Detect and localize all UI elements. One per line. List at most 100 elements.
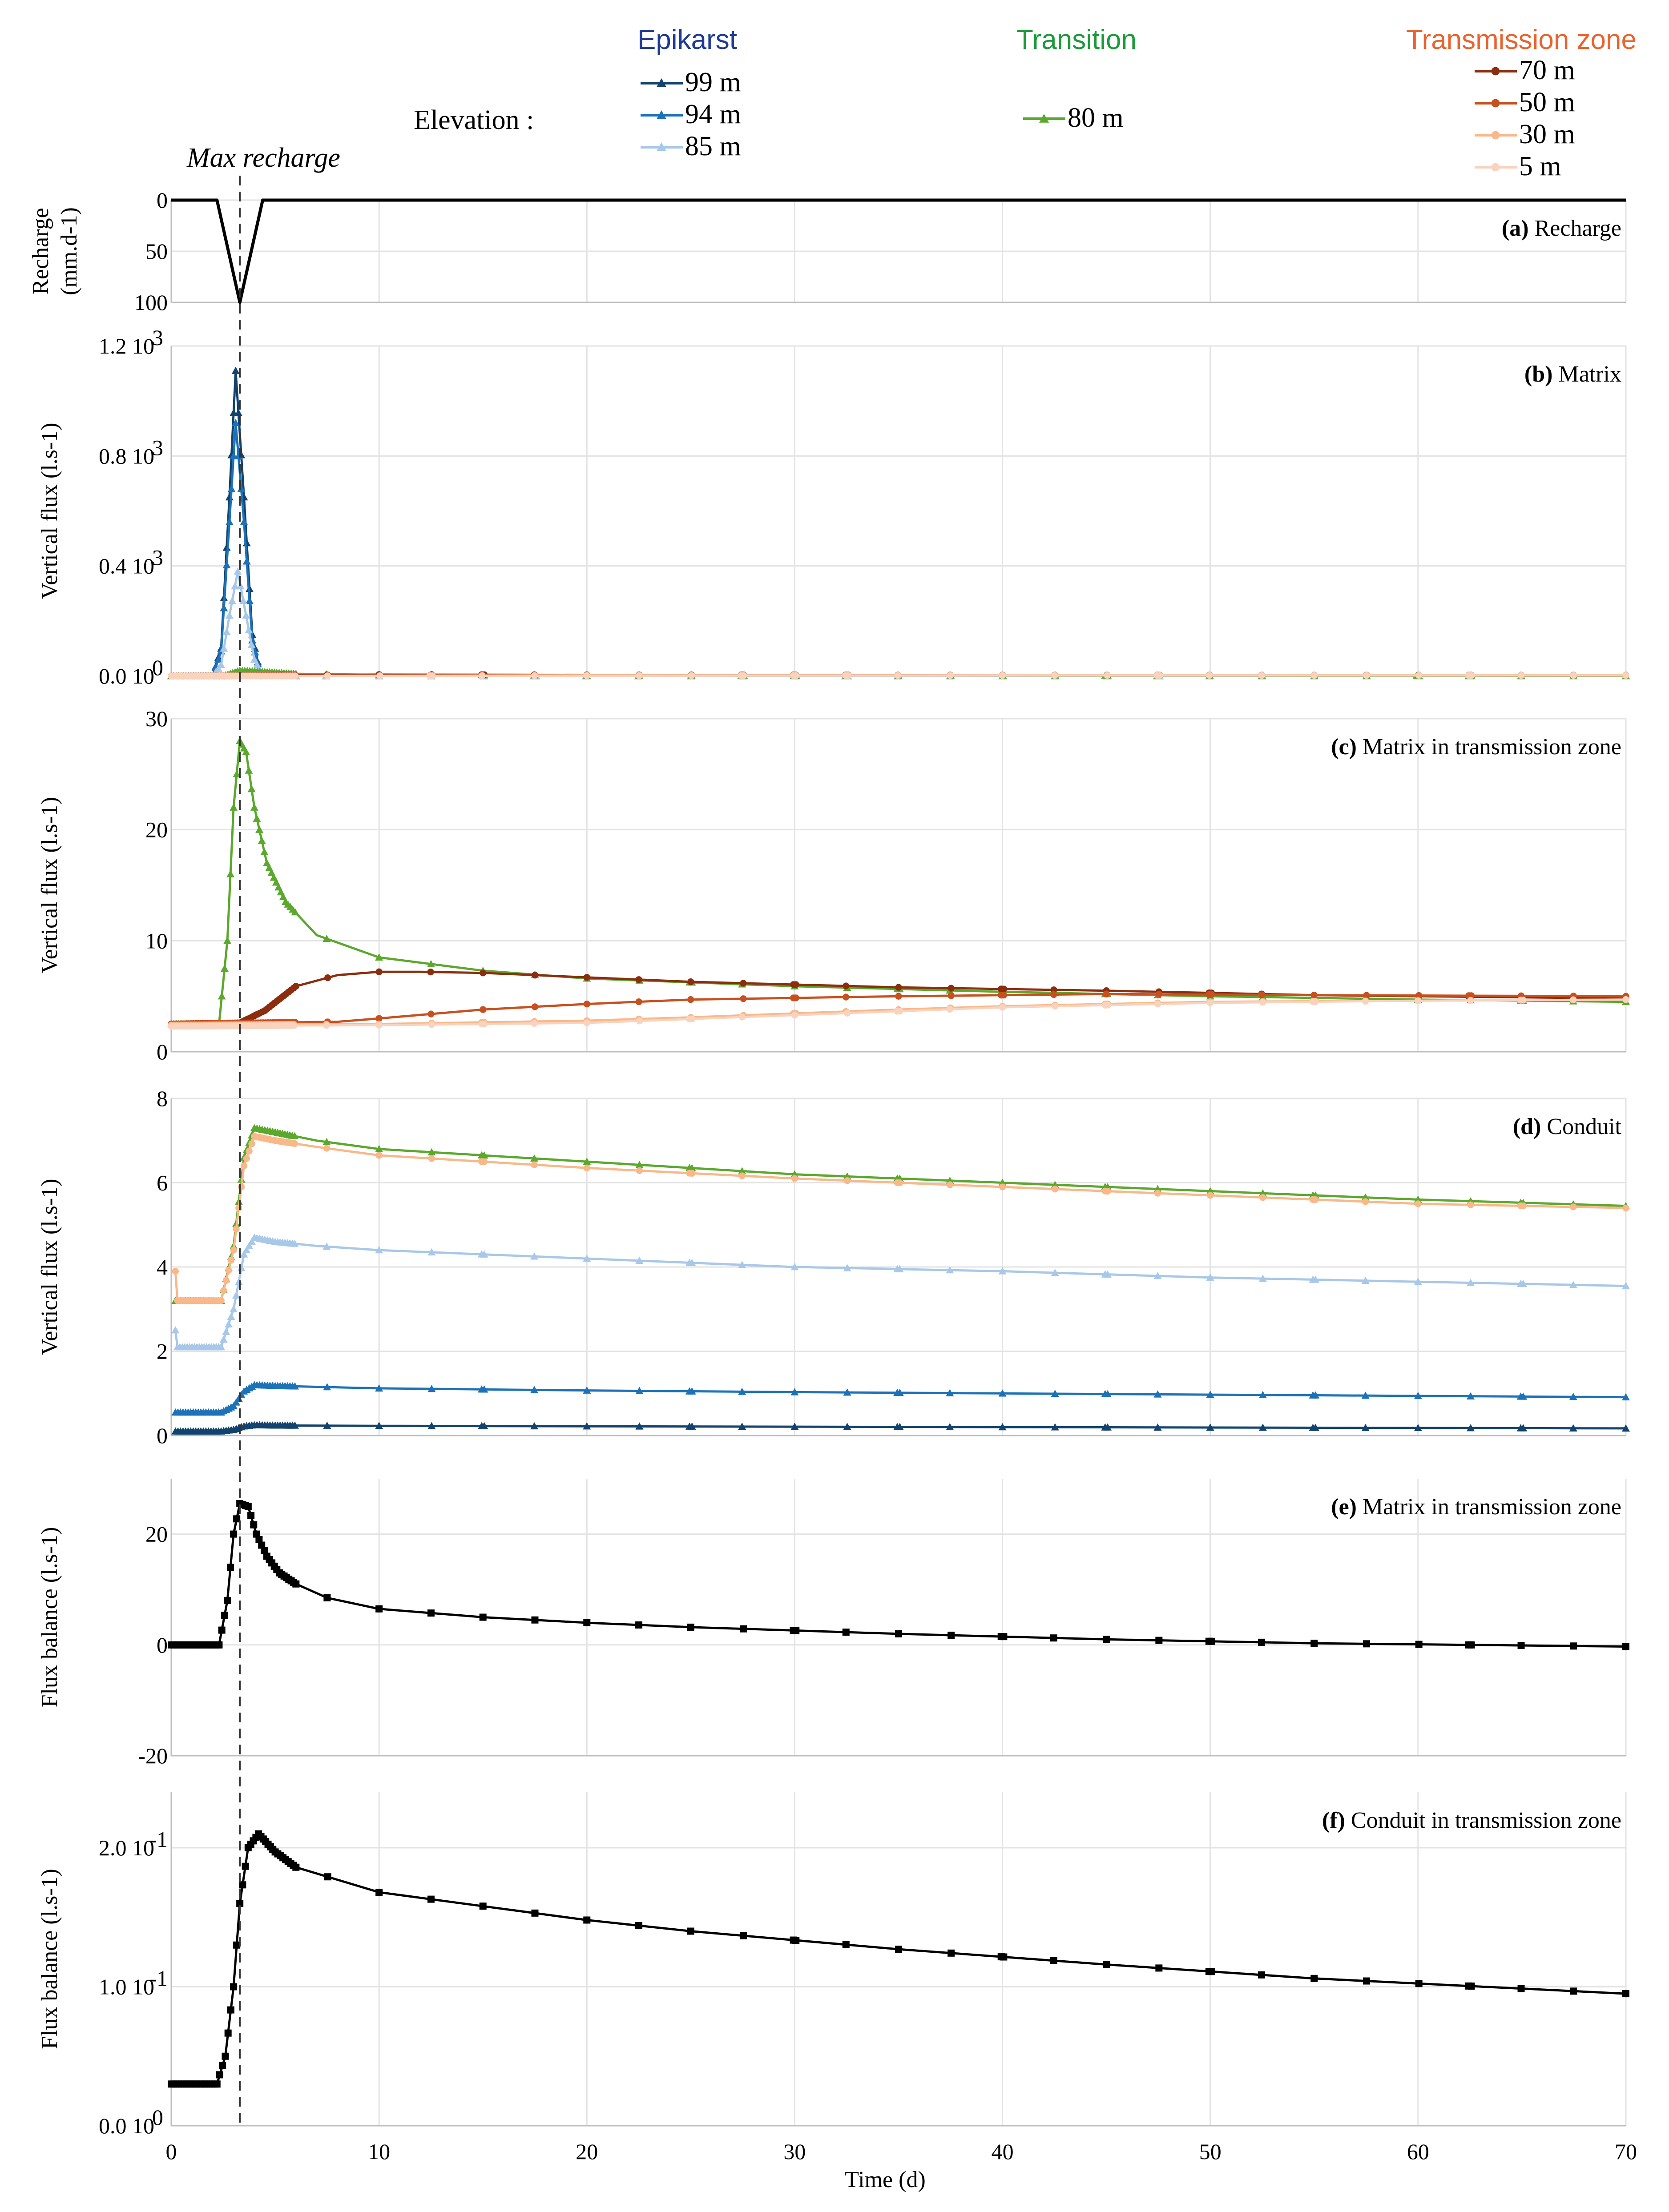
- series-99-m: [171, 1421, 1630, 1435]
- data-point: [224, 2029, 232, 2037]
- y-tick-exponent: 0: [152, 655, 163, 680]
- data-point: [843, 1264, 851, 1271]
- x-tick-label: 50: [1199, 2139, 1222, 2164]
- data-point: [323, 1383, 331, 1391]
- data-point: [1517, 1985, 1525, 1992]
- data-point: [635, 1422, 644, 1430]
- data-point: [1103, 1270, 1112, 1278]
- series-line: [171, 1833, 1626, 2085]
- data-point: [531, 1020, 538, 1027]
- data-point: [1414, 1392, 1422, 1400]
- legend-group-transition: Transition: [1016, 24, 1137, 55]
- data-point: [242, 1862, 249, 1870]
- data-point: [845, 672, 852, 679]
- data-point: [247, 785, 256, 792]
- data-point: [218, 1626, 226, 1634]
- data-point: [1622, 1204, 1629, 1212]
- data-point: [1467, 1424, 1475, 1432]
- data-point: [1000, 1633, 1008, 1641]
- data-point: [998, 1423, 1007, 1431]
- y-tick-label: 20: [145, 817, 168, 842]
- data-point: [843, 993, 850, 1001]
- x-axis: 0 10 20 30 40 50 60 70 Time (d): [166, 2139, 1637, 2192]
- data-point: [375, 953, 383, 961]
- data-point: [1206, 1273, 1214, 1281]
- data-point: [221, 1612, 228, 1619]
- data-point: [792, 1937, 800, 1944]
- data-point: [1570, 1642, 1577, 1650]
- data-point: [1414, 1195, 1422, 1203]
- data-point: [635, 1922, 643, 1929]
- data-point: [1311, 1391, 1320, 1399]
- data-point: [1517, 672, 1525, 679]
- data-point: [240, 518, 248, 525]
- x-tick-label: 10: [368, 2139, 390, 2164]
- data-point: [292, 1580, 300, 1588]
- data-point: [219, 2062, 226, 2069]
- data-point: [1362, 1198, 1369, 1205]
- panel-title: (a) Recharge: [1502, 216, 1621, 241]
- legend-entry-label: 99 m: [685, 67, 741, 97]
- data-point: [635, 1387, 644, 1394]
- data-point: [1000, 991, 1008, 999]
- data-point: [1104, 672, 1111, 679]
- data-point: [233, 1226, 240, 1233]
- data-point: [1519, 1392, 1528, 1400]
- y-tick-label: -20: [138, 1743, 168, 1768]
- data-point: [230, 1530, 238, 1538]
- data-point: [323, 1022, 330, 1029]
- data-point: [1208, 1637, 1215, 1645]
- data-point: [255, 825, 264, 833]
- data-point: [290, 1022, 298, 1029]
- data-point: [375, 1384, 383, 1392]
- data-point: [689, 1170, 696, 1177]
- data-point: [323, 1594, 331, 1601]
- data-point: [636, 1018, 643, 1025]
- data-point: [250, 803, 258, 811]
- data-point: [1154, 1001, 1161, 1008]
- legend-group-transmission-zone: Transmission zone: [1406, 24, 1637, 55]
- data-point: [242, 748, 250, 756]
- data-point: [245, 596, 254, 604]
- data-point: [228, 596, 237, 604]
- data-point: [1467, 672, 1475, 679]
- data-point: [261, 1547, 268, 1554]
- legend-entry-label: 50 m: [1519, 87, 1575, 117]
- data-point: [687, 1927, 694, 1935]
- data-point: [1570, 996, 1577, 1003]
- y-axis-label: Flux balance (l.s-1): [37, 1869, 62, 2049]
- data-point: [1362, 997, 1369, 1005]
- data-point: [227, 1312, 235, 1320]
- data-point: [227, 485, 236, 492]
- max-recharge-label: Max recharge: [186, 143, 340, 173]
- data-point: [234, 1395, 243, 1402]
- data-point: [218, 992, 226, 1000]
- data-point: [1207, 999, 1214, 1006]
- data-point: [247, 640, 256, 648]
- data-point: [635, 998, 642, 1005]
- data-point: [740, 1932, 747, 1939]
- data-point: [226, 870, 235, 877]
- data-point: [242, 611, 250, 619]
- data-point: [1415, 1200, 1422, 1207]
- data-point: [234, 409, 243, 416]
- panel-title: (f) Conduit in transmission zone: [1322, 1808, 1621, 1833]
- data-point: [1363, 992, 1370, 999]
- y-tick-exponent: 3: [152, 435, 163, 460]
- data-point: [267, 869, 276, 876]
- data-point: [1258, 1275, 1267, 1282]
- series-80-m: [171, 1124, 1630, 1304]
- series-5-m: [168, 996, 1629, 1030]
- data-point: [894, 672, 902, 679]
- data-point: [1258, 991, 1265, 998]
- data-point: [896, 1008, 903, 1015]
- data-point: [531, 1616, 539, 1624]
- data-point: [1415, 992, 1423, 999]
- data-point: [1517, 1642, 1525, 1649]
- data-point: [375, 968, 383, 975]
- panel-title: (e) Matrix in transmission zone: [1331, 1494, 1621, 1520]
- data-point: [531, 672, 538, 680]
- data-point: [1311, 1275, 1320, 1283]
- data-point: [999, 1004, 1006, 1011]
